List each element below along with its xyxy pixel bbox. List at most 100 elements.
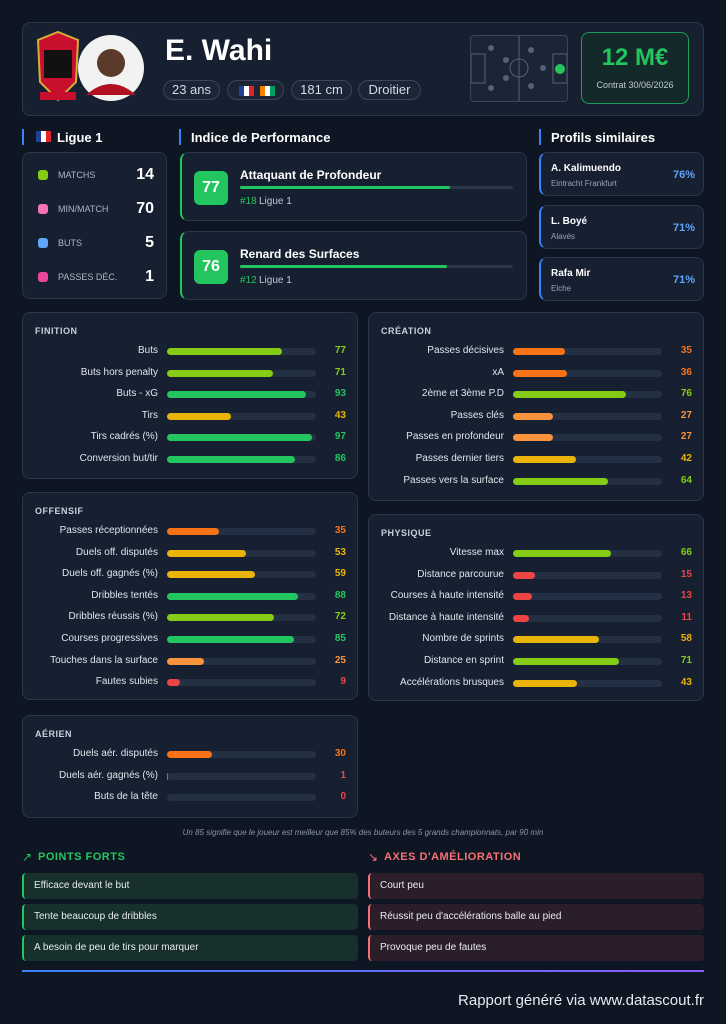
metric-bar <box>513 614 530 622</box>
metric-bar <box>167 772 169 780</box>
list-item: A besoin de peu de tirs pour marquer <box>22 935 358 961</box>
metric-label: Dribbles tentés <box>91 589 158 601</box>
metric-card <box>22 715 358 818</box>
metric-label: Passes en profondeur <box>406 431 504 443</box>
metric-bar <box>167 456 296 463</box>
similar-club: Elche <box>551 284 572 293</box>
metric-value: 1 <box>340 769 346 781</box>
metric-value: 35 <box>680 345 692 356</box>
metric-bar <box>513 348 566 355</box>
stat-value: 1 <box>145 268 154 285</box>
player-photo <box>78 35 144 101</box>
metric-track <box>513 456 662 463</box>
metric-section-title: AÉRIEN <box>35 729 73 739</box>
stat-label: MIN/MATCH <box>58 204 109 214</box>
metric-bar <box>167 614 275 622</box>
flags <box>227 80 284 100</box>
list-item: Efficace devant le but <box>22 873 358 899</box>
metric-section-title: OFFENSIF <box>35 506 84 516</box>
similar-name: L. Boyé <box>551 216 588 227</box>
list-item: Provoque peu de fautes <box>368 935 704 961</box>
metric-label: Buts de la tête <box>94 791 158 803</box>
list-item: Court peu <box>368 873 704 899</box>
metric-value: 86 <box>334 453 346 464</box>
metric-label: Conversion but/tir <box>79 453 158 464</box>
metric-track <box>513 593 662 601</box>
metric-track <box>513 412 662 420</box>
metric-track <box>167 657 316 665</box>
section-header: Ligue 1 <box>57 130 103 145</box>
metric-label: Touches dans la surface <box>50 654 158 666</box>
stat-value: 5 <box>145 234 154 251</box>
perf-score: 76 <box>194 250 228 284</box>
metric-label: Nombre de sprints <box>422 633 504 645</box>
similar-card <box>539 257 704 301</box>
perf-league: Ligue 1 <box>259 275 292 286</box>
header-bar <box>539 129 541 145</box>
metric-bar <box>167 592 299 600</box>
list-title: POINTS FORTS <box>38 851 126 863</box>
pitch <box>470 35 568 102</box>
metric-label: Passes réceptionnées <box>59 525 158 536</box>
metric-section-title: CRÉATION <box>381 326 432 336</box>
metric-label: Duels aér. disputés <box>72 748 158 759</box>
metric-value: 64 <box>680 474 692 486</box>
metric-bar <box>167 657 205 665</box>
metric-bar <box>513 412 554 420</box>
metric-label: Buts - xG <box>116 388 158 400</box>
stat-label: PASSES DÉC. <box>58 272 118 282</box>
similar-match: 71% <box>672 222 695 234</box>
metric-bar <box>167 369 273 377</box>
metric-bar <box>167 549 246 557</box>
similar-club: Eintracht Frankfurt <box>551 179 617 188</box>
metric-label: Duels off. disputés <box>75 546 158 558</box>
similar-name: A. Kalimuendo <box>551 163 622 174</box>
metric-label: Tirs <box>141 409 158 421</box>
metric-value: 9 <box>340 676 346 688</box>
metric-label: Distance à haute intensité <box>388 611 504 623</box>
metric-label: Passes dernier tiers <box>415 453 504 464</box>
header-bar <box>179 129 181 145</box>
tag: 23 ans <box>163 80 220 100</box>
list-title: AXES D'AMÉLIORATION <box>384 851 522 863</box>
metric-label: Distance en sprint <box>423 655 504 666</box>
stat-label: BUTS <box>58 238 83 248</box>
perf-bar <box>240 265 448 268</box>
similar-card <box>539 205 704 249</box>
stat-value: 14 <box>136 166 154 183</box>
tag: 181 cm <box>291 80 352 100</box>
metric-label: Courses progressives <box>61 633 158 644</box>
metric-value: 88 <box>334 589 346 601</box>
metric-label: Accélérations brusques <box>400 676 504 688</box>
player-name: E. Wahi <box>165 34 273 67</box>
metric-bar <box>513 369 567 377</box>
metric-bar <box>513 658 619 665</box>
metric-value: 72 <box>334 611 346 623</box>
flag <box>36 131 51 142</box>
metric-bar <box>513 477 609 485</box>
list-item: Réussit peu d'accélérations balle au pie… <box>368 904 704 930</box>
metric-bar <box>513 593 533 601</box>
metric-label: Duels off. gagnés (%) <box>62 568 158 580</box>
metric-card <box>368 514 704 701</box>
metric-bar <box>513 434 554 442</box>
metric-bar <box>167 571 255 579</box>
metric-label: Distance parcourue <box>417 568 504 580</box>
metric-bar <box>167 391 306 399</box>
metric-track <box>167 772 316 780</box>
section-header: Indice de Performance <box>191 130 331 145</box>
metric-value: 27 <box>680 409 692 421</box>
stat-icon <box>38 170 48 180</box>
metric-track <box>167 528 316 535</box>
perf-rank: #18 <box>240 196 257 207</box>
metric-bar <box>513 391 627 399</box>
metric-value: 77 <box>334 345 346 356</box>
metric-label: Buts <box>137 345 158 356</box>
club-logo <box>36 30 80 102</box>
metric-bar <box>167 348 282 355</box>
metric-value: 76 <box>680 388 692 400</box>
metric-bar <box>513 571 536 579</box>
perf-bar <box>240 186 451 189</box>
stat-label: MATCHS <box>58 170 96 180</box>
